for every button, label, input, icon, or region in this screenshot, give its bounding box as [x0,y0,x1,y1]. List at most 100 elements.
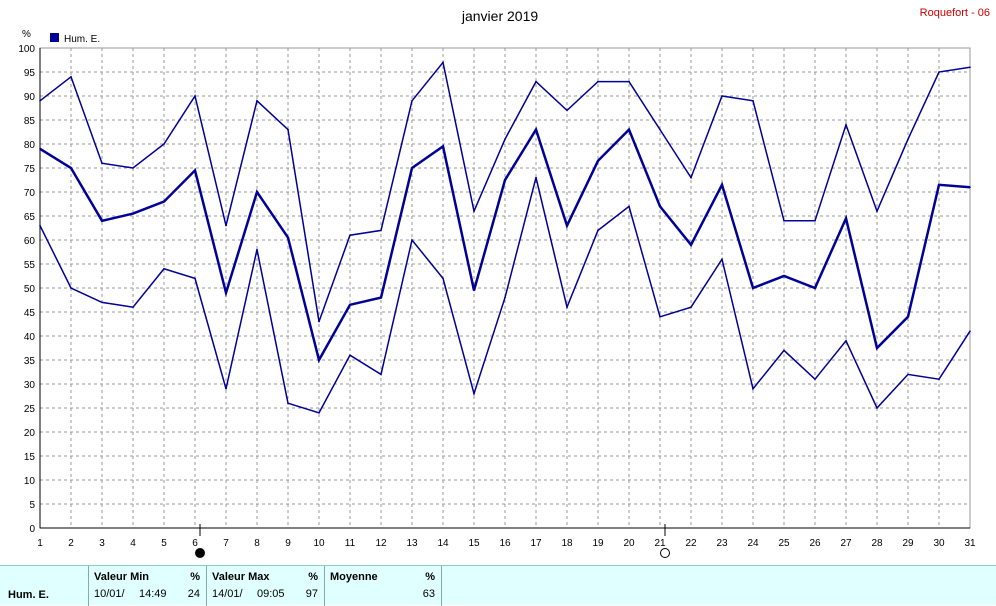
data-point-mean [101,220,103,222]
y-tick-label: 70 [24,188,36,199]
data-point-min [783,349,785,352]
x-tick-label: 31 [964,538,976,549]
y-axis-unit: % [22,29,31,40]
data-point-mean [349,304,351,306]
data-point-min [876,407,878,409]
data-point-min [287,402,289,405]
data-point-max [814,220,816,222]
data-point-min [380,373,382,376]
data-point-min [628,205,630,208]
summary-panel: Hum. E. Valeur Min % 10/01/ 14:49 24 Val… [0,565,996,606]
chart: janvier 2019 Roquefort - 06 Hum. E. % 0 5… [18,7,990,558]
x-tick-label: 14 [437,538,449,549]
x-tick-label: 30 [933,538,945,549]
legend-swatch [50,33,59,42]
y-tick-label: 85 [24,116,36,127]
data-point-mean [318,359,320,361]
data-point-max [442,61,444,64]
max-value: 97 [305,588,318,600]
data-point-max [938,71,940,73]
y-tick-label: 45 [24,308,36,319]
data-point-max [597,80,599,83]
min-unit: % [190,571,200,583]
max-time: 09:05 [257,588,285,600]
moon-full-icon [660,548,670,558]
max-unit: % [308,571,318,583]
y-tick-label: 60 [24,236,36,247]
data-point-min [597,229,599,232]
x-tick-label: 28 [871,538,883,549]
data-point-mean [938,184,940,186]
data-point-max [969,66,971,68]
data-point-max [690,176,692,179]
legend-label: Hum. E. [64,34,100,45]
y-tick-label: 75 [24,164,36,175]
data-point-min [225,388,227,390]
chart-title: janvier 2019 [461,8,538,24]
data-point-mean [380,296,382,299]
y-tick-label: 80 [24,140,36,151]
mean-unit: % [425,571,435,583]
x-tick-label: 13 [406,538,418,549]
x-tick-label: 24 [747,538,759,549]
data-point-mean [783,275,785,277]
data-point-max [380,229,382,232]
x-tick-label: 10 [313,538,325,549]
data-point-mean [163,200,165,203]
y-tick-label: 40 [24,332,36,343]
x-tick-label: 7 [223,538,229,549]
data-point-min [39,224,41,227]
x-tick-label: 9 [285,538,291,549]
data-point-min [101,301,103,304]
y-tick-label: 10 [24,476,36,487]
data-point-mean [504,179,506,181]
data-point-min [163,268,165,270]
data-point-min [814,378,816,381]
x-tick-label: 25 [778,538,790,549]
data-point-min [752,388,754,390]
data-point-mean [721,184,723,186]
moon-new-icon [195,548,205,558]
data-point-max [256,100,258,102]
data-point-mean [659,205,661,208]
data-point-mean [814,287,816,289]
summary-row-label: Hum. E. [8,589,49,601]
x-tick-label: 2 [68,538,74,549]
data-point-max [70,76,72,78]
x-tick-label: 22 [685,538,697,549]
mean-value: 63 [422,588,435,600]
data-point-min [318,412,320,414]
summary-max-cell: Valeur Max % 14/01/ 09:05 97 [206,566,324,606]
x-tick-label: 27 [840,538,852,549]
data-point-max [101,162,103,164]
data-point-min [659,316,661,318]
x-tick-label: 17 [530,538,542,549]
data-point-max [473,210,475,212]
data-point-min [256,248,258,251]
data-point-min [132,306,134,309]
y-tick-label: 0 [29,524,35,535]
data-point-min [411,239,413,241]
data-point-max [752,100,754,102]
data-point-max [318,320,320,323]
data-point-mean [969,186,971,188]
data-point-mean [411,167,413,169]
data-point-max [504,138,506,140]
data-point-max [535,80,537,83]
y-tick-label: 90 [24,92,36,103]
x-tick-label: 29 [902,538,914,549]
data-point-max [287,128,289,131]
data-point-min [721,258,723,261]
data-point-min [969,330,971,333]
data-point-mean [70,167,72,169]
data-point-mean [690,244,692,246]
data-point-mean [473,289,475,292]
mean-header: Moyenne [330,571,378,583]
y-tick-label: 65 [24,212,36,223]
y-tick-label: 20 [24,428,36,439]
data-point-min [349,354,351,357]
x-tick-label: 12 [375,538,387,549]
data-point-mean [845,217,847,220]
x-tick-label: 3 [99,538,105,549]
data-point-mean [225,292,227,294]
